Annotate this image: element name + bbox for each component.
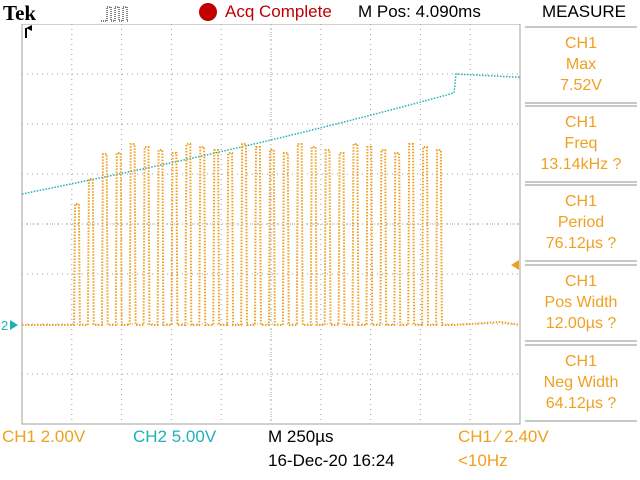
graticule [21, 24, 521, 425]
timebase: M 250µs [268, 427, 334, 446]
measure-name: Period [557, 214, 605, 231]
brand-logo: Tek [3, 1, 37, 25]
measure-channel: CH1 [564, 273, 597, 290]
ch2-scale: CH2 5.00V [133, 427, 217, 446]
measure-value: 13.14kHz ? [540, 156, 622, 173]
measure-item[interactable]: CH1 Neg Width 64.12µs ? [525, 344, 637, 422]
measure-item[interactable]: CH1 Period 76.12µs ? [525, 184, 637, 262]
measure-channel: CH1 [564, 353, 597, 370]
waveform-display: 2 [1, 24, 521, 425]
measure-title: MEASURE [541, 2, 627, 21]
ch1-waveform [22, 143, 521, 326]
acq-status: Acq Complete [225, 2, 332, 21]
measure-channel: CH1 [564, 35, 597, 52]
measure-channel: CH1 [564, 193, 597, 210]
trigger-level-icon [511, 260, 519, 270]
ch-marker: 2 [1, 318, 8, 333]
measure-value: 12.00µs ? [545, 315, 617, 332]
measure-value: 64.12µs ? [545, 395, 617, 412]
ch1-scale: CH1 2.00V [2, 427, 86, 446]
measure-channel: CH1 [564, 114, 597, 131]
trigger-position-icon [25, 25, 32, 38]
trigger-setting: CH1 ∕ 2.40V [458, 427, 549, 446]
measure-value: 76.12µs ? [545, 235, 617, 252]
trigger-frequency: <10Hz [458, 451, 508, 470]
measure-name: Max [565, 56, 597, 73]
measure-name: Pos Width [544, 294, 618, 311]
measure-name: Freq [564, 135, 598, 152]
acq-status-icon [199, 3, 217, 21]
trigger-waveform-icon [101, 6, 129, 22]
measure-item[interactable]: CH1 Freq 13.14kHz ? [525, 105, 637, 183]
ch-marker-arrow-icon [10, 320, 18, 330]
m-pos-readout: M Pos: 4.090ms [358, 2, 481, 21]
ch2-waveform [21, 73, 521, 195]
measure-item[interactable]: CH1 Max 7.52V [525, 26, 637, 104]
date-time: 16-Dec-20 16:24 [268, 451, 395, 470]
measure-item[interactable]: CH1 Pos Width 12.00µs ? [525, 264, 637, 342]
measure-name: Neg Width [543, 374, 619, 391]
measure-value: 7.52V [560, 77, 602, 94]
